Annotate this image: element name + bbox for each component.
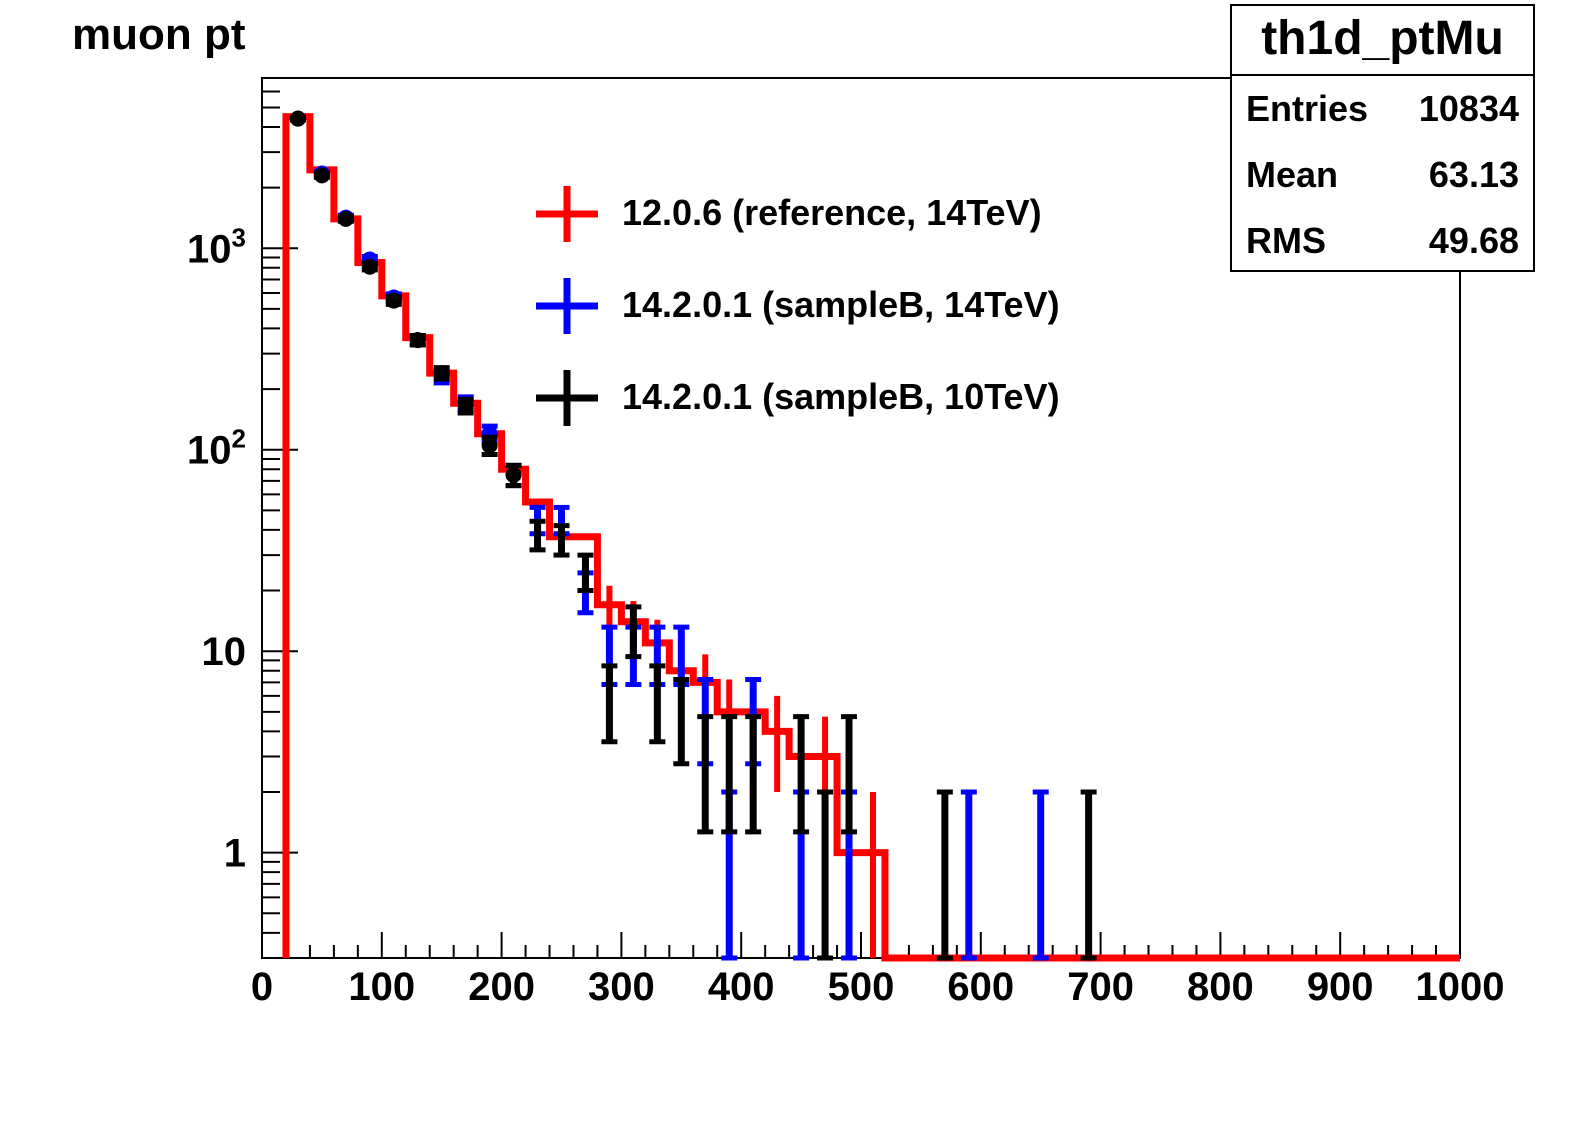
stats-value: 63.13: [1428, 154, 1519, 195]
x-tick-label: 700: [1067, 965, 1134, 1009]
data-point-sampleb-10tev: [289, 110, 306, 127]
legend-label: 12.0.6 (reference, 14TeV): [622, 192, 1042, 233]
stats-row-mean: Mean 63.13: [1232, 142, 1533, 208]
stats-value: 49.68: [1428, 220, 1519, 261]
data-point-sampleb-10tev: [385, 292, 402, 309]
x-tick-label: 200: [468, 965, 535, 1009]
x-tick-label: 100: [348, 965, 415, 1009]
y-tick-label: 10: [202, 630, 247, 674]
stats-box: th1d_ptMu Entries 10834 Mean 63.13 RMS 4…: [1230, 4, 1535, 272]
x-tick-label: 800: [1187, 965, 1254, 1009]
histogram-series-reference: [282, 113, 1460, 962]
data-point-sampleb-10tev: [505, 466, 522, 483]
stats-key: RMS: [1246, 220, 1326, 261]
data-point-sampleb-10tev: [313, 167, 330, 184]
y-tick-label: 103: [187, 222, 246, 271]
x-tick-label: 300: [588, 965, 655, 1009]
stats-value: 10834: [1418, 88, 1519, 129]
stats-title: th1d_ptMu: [1232, 6, 1533, 76]
legend-marker-black: [536, 370, 598, 426]
x-tick-label: 900: [1307, 965, 1374, 1009]
x-tick-label: 1000: [1416, 965, 1505, 1009]
data-point-sampleb-10tev: [457, 397, 474, 414]
data-point-sampleb-10tev: [481, 437, 498, 454]
stats-key: Mean: [1246, 154, 1339, 195]
legend-marker-blue: [536, 278, 598, 334]
y-tick-label: 1: [224, 832, 246, 876]
legend-label: 14.2.0.1 (sampleB, 14TeV): [622, 284, 1060, 325]
chart-title: muon pt: [72, 10, 246, 59]
data-point-sampleb-10tev: [361, 258, 378, 275]
x-tick-label: 0: [251, 965, 273, 1009]
data-point-sampleb-10tev: [409, 332, 426, 349]
legend-label: 14.2.0.1 (sampleB, 10TeV): [622, 376, 1060, 417]
x-tick-label: 400: [708, 965, 775, 1009]
data-point-sampleb-10tev: [433, 365, 450, 382]
x-tick-label: 600: [947, 965, 1014, 1009]
x-tick-label: 500: [828, 965, 895, 1009]
stats-key: Entries: [1246, 88, 1369, 129]
y-tick-label: 102: [187, 424, 246, 473]
stats-row-rms: RMS 49.68: [1232, 208, 1533, 274]
stats-row-entries: Entries 10834: [1232, 76, 1533, 142]
data-point-sampleb-10tev: [337, 210, 354, 227]
legend-marker-red: [536, 186, 598, 242]
